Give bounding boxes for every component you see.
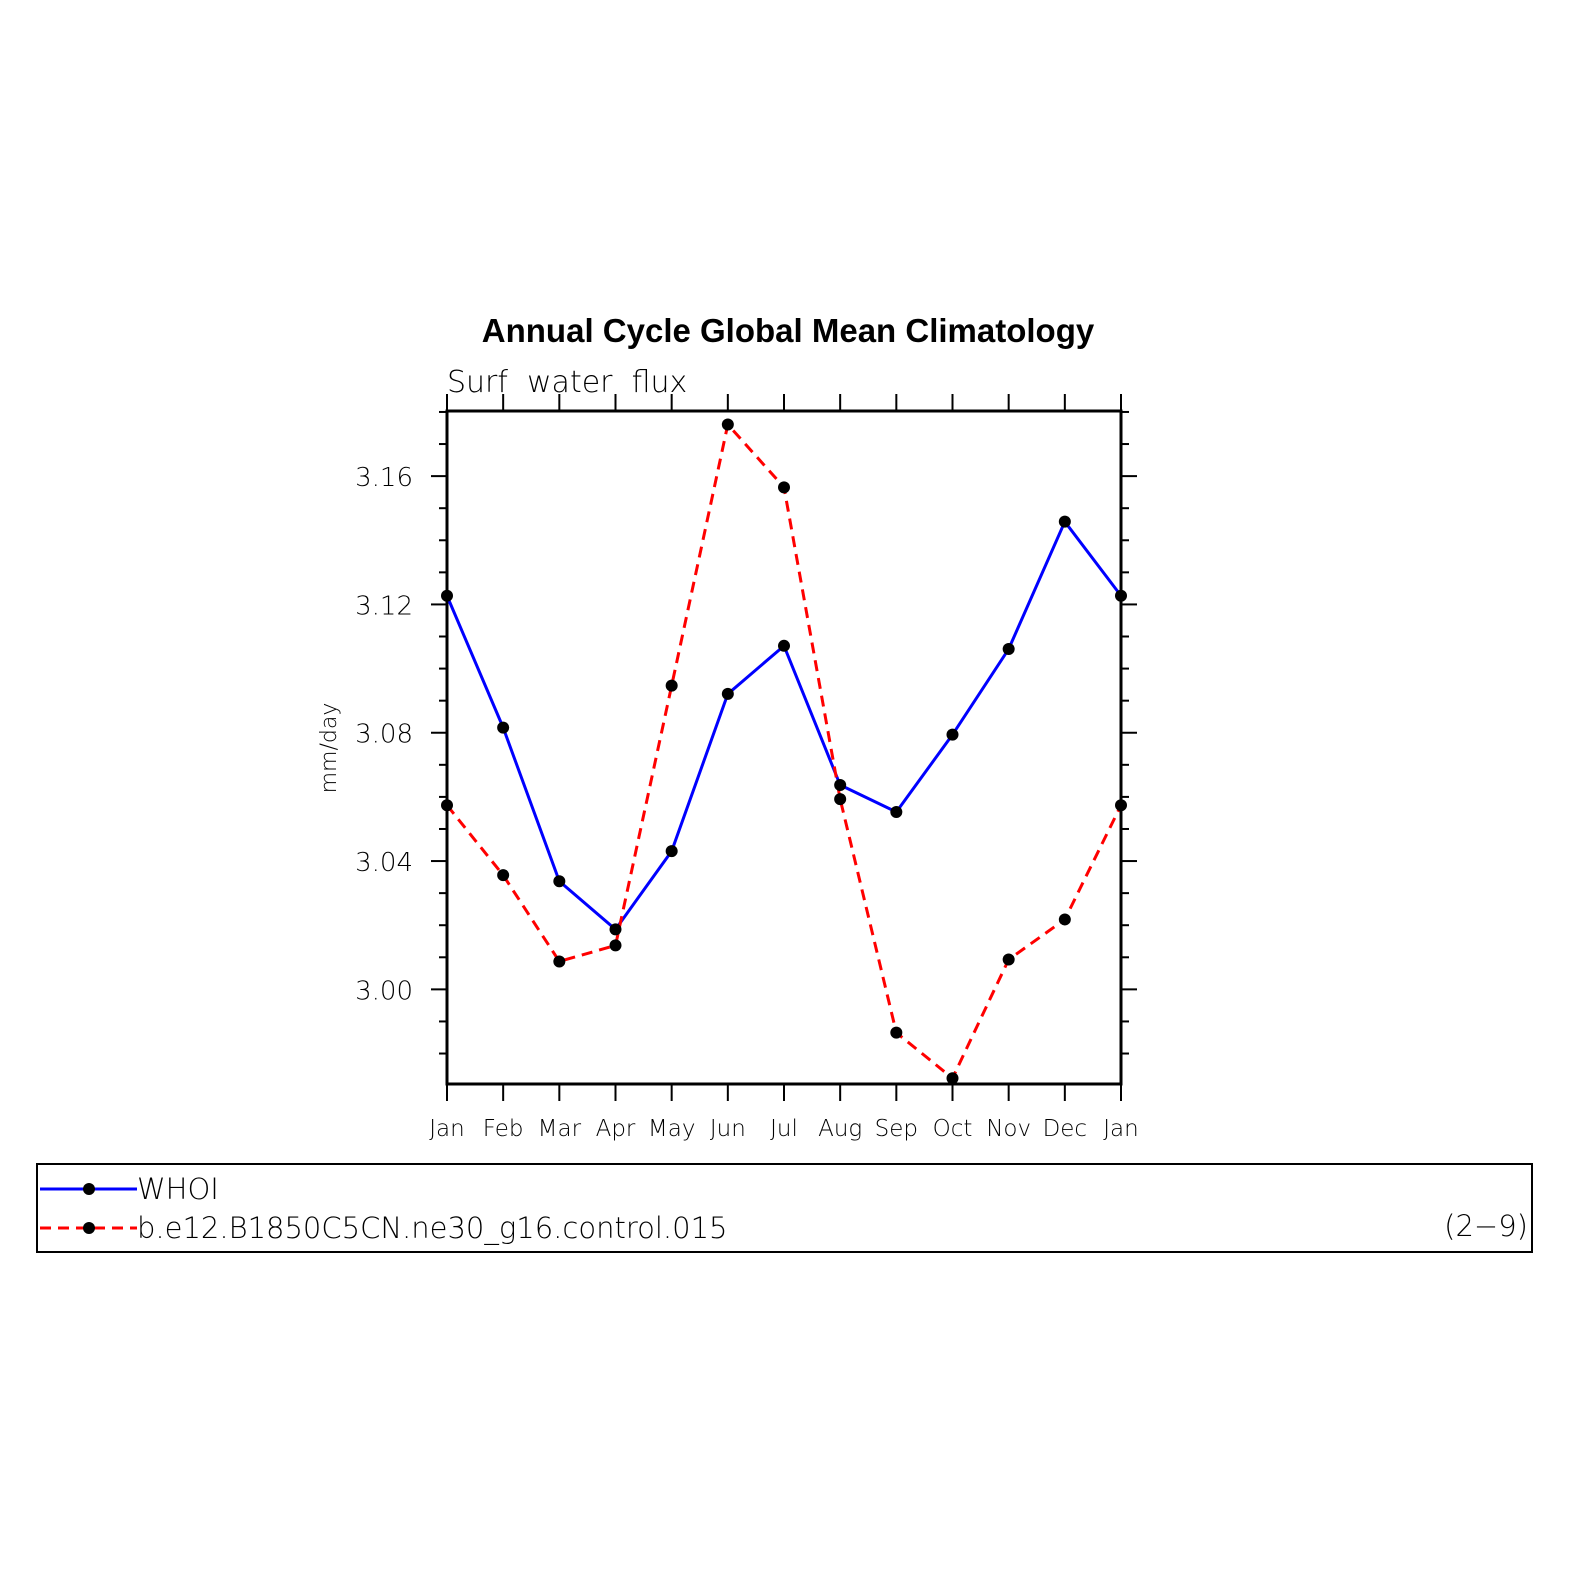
series-0-point xyxy=(497,721,510,734)
series-1-point xyxy=(441,799,453,812)
x-tick-labels: Jan Feb Mar Apr May Jun Jul Aug Sep Oct Nov Dec Jan xyxy=(429,1116,1138,1142)
series-0-point xyxy=(890,805,903,818)
x-tick-label: Jul xyxy=(770,1116,798,1142)
series-0-point xyxy=(1115,589,1127,602)
x-tick-label: Feb xyxy=(483,1116,524,1142)
y-tick-label: 3.12 xyxy=(355,591,413,621)
series-1-point xyxy=(609,939,622,952)
x-tick-label: Apr xyxy=(596,1116,636,1142)
series-0-point xyxy=(1002,643,1015,656)
y-tick-label: 3.04 xyxy=(355,848,413,878)
x-tick-label: Jan xyxy=(1103,1116,1138,1142)
x-tick-label: Mar xyxy=(538,1116,582,1142)
legend-marker-0 xyxy=(83,1183,95,1195)
series-1-point xyxy=(497,869,510,882)
series-1-point xyxy=(665,679,678,692)
x-tick-label: Oct xyxy=(933,1116,973,1142)
chart-title: Annual Cycle Global Mean Climatology xyxy=(482,312,1095,349)
series-1-point xyxy=(1058,913,1071,926)
series-0-point xyxy=(665,845,678,858)
legend-annotation: (2−9) xyxy=(1444,1209,1528,1243)
series-0-point xyxy=(441,589,453,602)
series-1-point xyxy=(890,1026,903,1039)
series-layer xyxy=(441,418,1127,1085)
series-1-point xyxy=(721,418,734,431)
legend-label-0: WHOI xyxy=(137,1172,219,1206)
series-0-point xyxy=(609,923,622,936)
y-tick-label: 3.16 xyxy=(355,463,413,493)
series-1-point xyxy=(553,955,566,968)
legend: WHOI b.e12.B1850C5CN.ne30_g16.control.015 xyxy=(40,1172,727,1246)
y-tick-label: 3.08 xyxy=(355,720,413,750)
x-tick-label: Aug xyxy=(818,1116,862,1142)
series-0-point xyxy=(553,875,566,888)
x-tick-label: Nov xyxy=(986,1116,1031,1142)
x-tick-label: Sep xyxy=(875,1116,918,1142)
series-0-point xyxy=(834,779,847,792)
y-tick-label: 3.00 xyxy=(355,976,413,1006)
series-0-point xyxy=(946,728,959,741)
x-tick-label: May xyxy=(648,1116,696,1142)
series-1-point xyxy=(778,481,790,494)
series-0-point xyxy=(778,639,790,652)
plot-frame xyxy=(445,409,1123,1086)
series-line-1 xyxy=(445,421,1123,1081)
x-tick-label: Jun xyxy=(710,1116,746,1142)
legend-box xyxy=(36,1163,1533,1253)
series-1-point xyxy=(1115,799,1127,812)
x-tick-label: Dec xyxy=(1043,1116,1088,1142)
y-tick-labels: 3.00 3.04 3.08 3.12 3.16 xyxy=(355,463,413,1006)
chart-subtitle: Surf water flux xyxy=(447,365,687,400)
series-1-point xyxy=(946,1072,959,1085)
series-0-point xyxy=(721,687,734,700)
series-0-point xyxy=(1058,515,1071,528)
series-1-point xyxy=(1002,953,1015,966)
y-axis-label: mm/day xyxy=(317,703,342,794)
legend-label-1: b.e12.B1850C5CN.ne30_g16.control.015 xyxy=(137,1211,727,1246)
series-line-0 xyxy=(445,518,1123,932)
x-tick-label: Jan xyxy=(429,1116,464,1142)
axis-ticks xyxy=(431,394,1137,1101)
series-1-point xyxy=(834,793,847,806)
legend-marker-1 xyxy=(83,1222,95,1234)
